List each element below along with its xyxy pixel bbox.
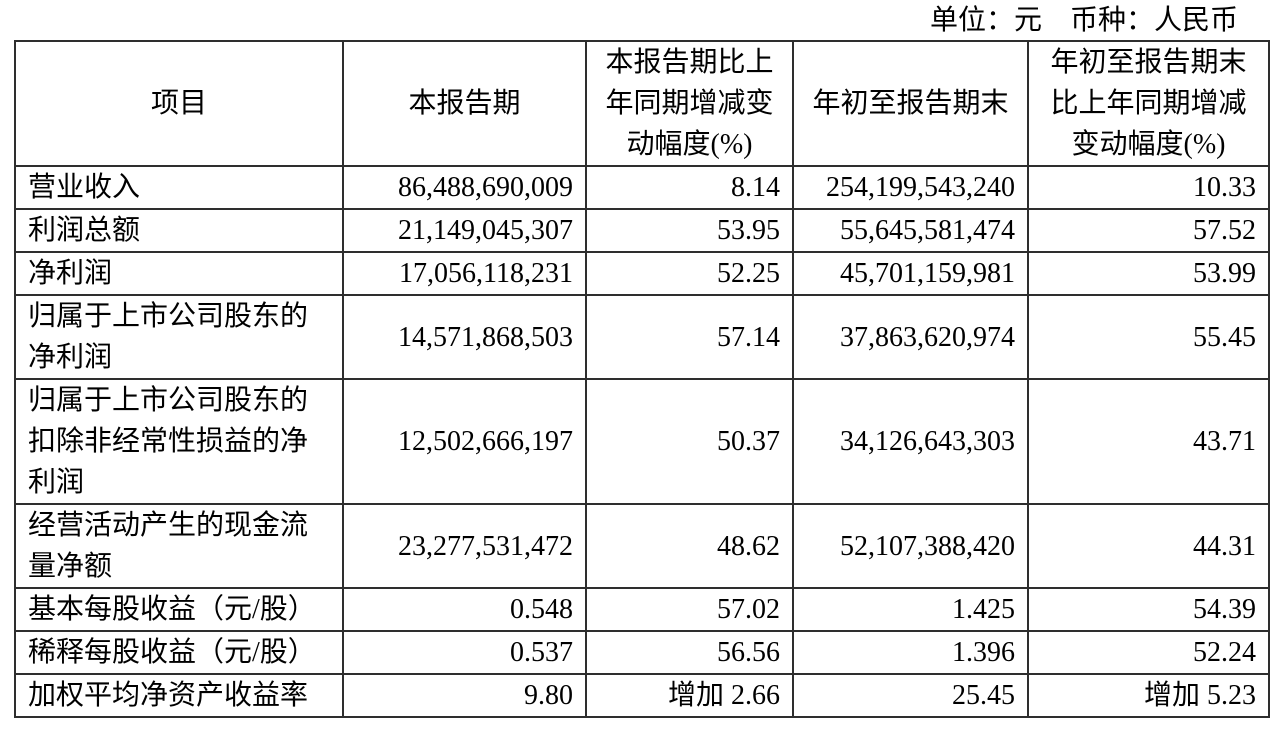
value-cell: 12,502,666,197 [342, 378, 587, 505]
value-cell: 48.62 [585, 503, 794, 589]
table-row: 营业收入 86,488,690,009 8.14 254,199,543,240 10.… [14, 165, 1270, 210]
value-cell: 44.31 [1027, 503, 1270, 589]
table-row: 加权平均净资产收益率 9.80 增加 2.66 25.45 增加 5.23 [14, 673, 1270, 718]
item-cell: 稀释每股收益（元/股） [14, 630, 344, 675]
value-cell: 37,863,620,974 [792, 294, 1029, 380]
item-cell: 加权平均净资产收益率 [14, 673, 344, 718]
table-body: 营业收入 86,488,690,009 8.14 254,199,543,240 10.… [14, 165, 1270, 718]
value-cell: 56.56 [585, 630, 794, 675]
table-row: 利润总额 21,149,045,307 53.95 55,645,581,474 57.… [14, 208, 1270, 253]
item-cell: 营业收入 [14, 165, 344, 210]
item-cell: 经营活动产生的现金流 量净额 [14, 503, 344, 589]
item-cell: 归属于上市公司股东的 净利润 [14, 294, 344, 380]
value-cell: 43.71 [1027, 378, 1270, 505]
value-cell: 25.45 [792, 673, 1029, 718]
value-cell: 14,571,868,503 [342, 294, 587, 380]
financial-summary-table: 项目 本报告期 本报告期比上 年同期增减变 动幅度(%) 年初至报告期末 年初至… [14, 40, 1270, 718]
item-cell: 基本每股收益（元/股） [14, 587, 344, 632]
col-header-ytd-yoy-change: 年初至报告期末 比上年同期增减 变动幅度(%) [1027, 40, 1270, 167]
value-cell: 54.39 [1027, 587, 1270, 632]
value-cell: 57.52 [1027, 208, 1270, 253]
table-row: 经营活动产生的现金流 量净额 23,277,531,472 48.62 52,107,… [14, 503, 1270, 589]
value-cell: 52,107,388,420 [792, 503, 1029, 589]
value-cell: 8.14 [585, 165, 794, 210]
value-cell: 45,701,159,981 [792, 251, 1029, 296]
value-cell: 34,126,643,303 [792, 378, 1029, 505]
value-cell: 55.45 [1027, 294, 1270, 380]
unit-currency-note: 单位：元 币种：人民币 [929, 5, 1238, 36]
value-cell: 53.95 [585, 208, 794, 253]
table-row: 稀释每股收益（元/股） 0.537 56.56 1.396 52.24 [14, 630, 1270, 675]
value-cell: 23,277,531,472 [342, 503, 587, 589]
value-cell: 254,199,543,240 [792, 165, 1029, 210]
value-cell: 增加 5.23 [1027, 673, 1270, 718]
value-cell: 9.80 [342, 673, 587, 718]
table-row: 基本每股收益（元/股） 0.548 57.02 1.425 54.39 [14, 587, 1270, 632]
col-header-current-period: 本报告期 [342, 40, 587, 167]
value-cell: 1.425 [792, 587, 1029, 632]
item-cell: 归属于上市公司股东的 扣除非经常性损益的净 利润 [14, 378, 344, 505]
col-header-ytd: 年初至报告期末 [792, 40, 1029, 167]
value-cell: 0.548 [342, 587, 587, 632]
value-cell: 55,645,581,474 [792, 208, 1029, 253]
table-row: 归属于上市公司股东的 净利润 14,571,868,503 57.14 37,863,… [14, 294, 1270, 380]
value-cell: 57.02 [585, 587, 794, 632]
col-header-current-period-yoy-change: 本报告期比上 年同期增减变 动幅度(%) [585, 40, 794, 167]
item-cell: 净利润 [14, 251, 344, 296]
value-cell: 增加 2.66 [585, 673, 794, 718]
value-cell: 21,149,045,307 [342, 208, 587, 253]
value-cell: 0.537 [342, 630, 587, 675]
value-cell: 86,488,690,009 [342, 165, 587, 210]
table-row: 归属于上市公司股东的 扣除非经常性损益的净 利润 12,502,666,197 50… [14, 378, 1270, 505]
header-row: 项目 本报告期 本报告期比上 年同期增减变 动幅度(%) 年初至报告期末 年初至… [14, 40, 1270, 167]
value-cell: 52.25 [585, 251, 794, 296]
value-cell: 17,056,118,231 [342, 251, 587, 296]
value-cell: 50.37 [585, 378, 794, 505]
value-cell: 53.99 [1027, 251, 1270, 296]
table-row: 净利润 17,056,118,231 52.25 45,701,159,981 53.9… [14, 251, 1270, 296]
value-cell: 1.396 [792, 630, 1029, 675]
value-cell: 52.24 [1027, 630, 1270, 675]
item-cell: 利润总额 [14, 208, 344, 253]
value-cell: 57.14 [585, 294, 794, 380]
value-cell: 10.33 [1027, 165, 1270, 210]
col-header-item: 项目 [14, 40, 344, 167]
